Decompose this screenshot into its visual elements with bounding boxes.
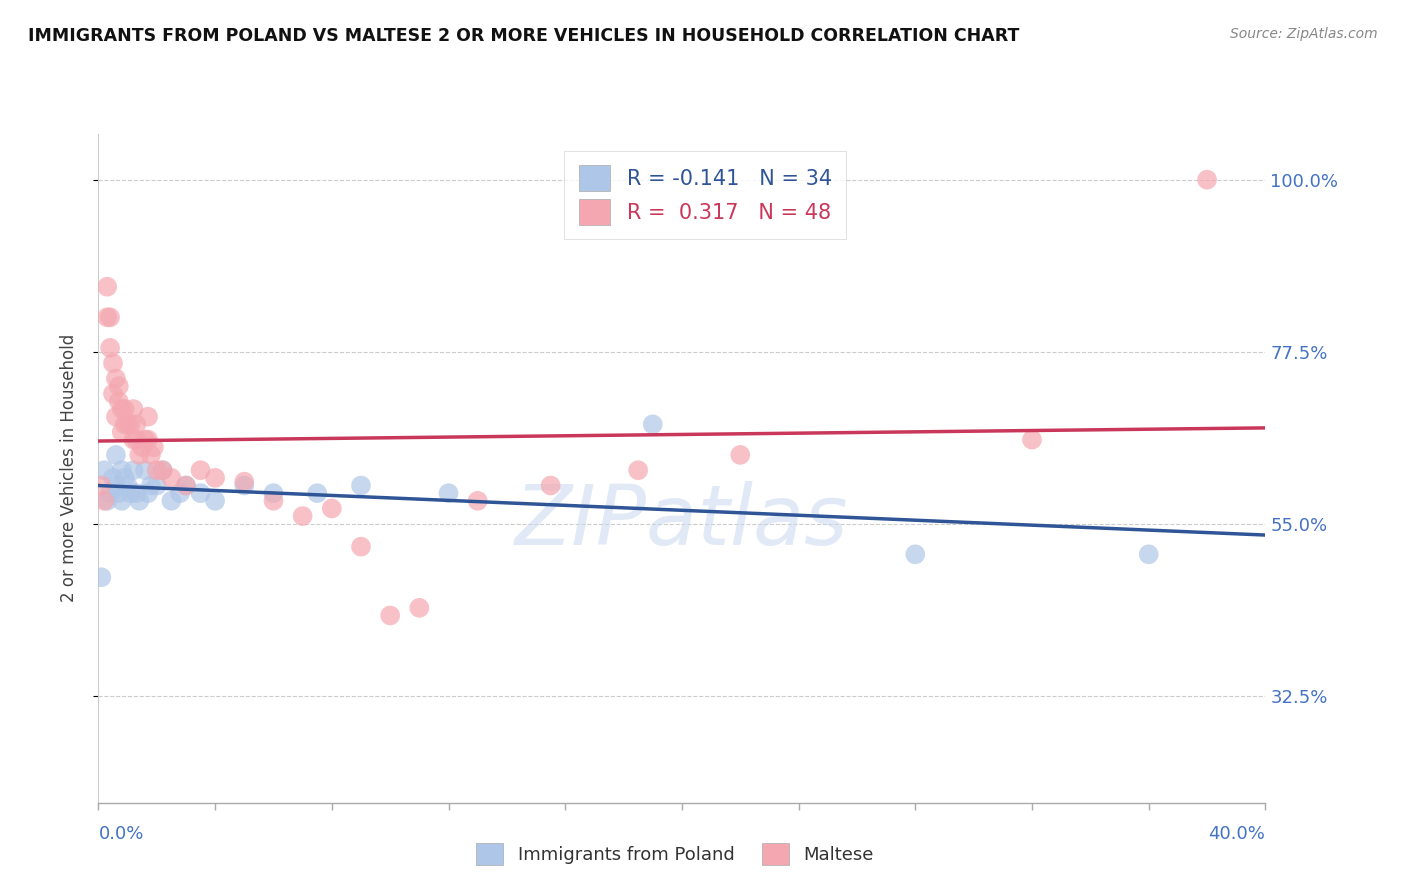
Point <box>122 402 145 417</box>
Point <box>321 501 343 516</box>
Point <box>122 463 145 477</box>
Point <box>904 547 927 561</box>
Point <box>101 356 124 370</box>
Text: Source: ZipAtlas.com: Source: ZipAtlas.com <box>1230 27 1378 41</box>
Point <box>108 379 131 393</box>
Point <box>104 371 127 385</box>
Point <box>128 493 150 508</box>
Point <box>128 448 150 462</box>
Point <box>108 486 131 500</box>
Text: ZIPatlas: ZIPatlas <box>515 482 849 562</box>
Point <box>190 463 212 477</box>
Point <box>96 493 118 508</box>
Point <box>262 493 284 508</box>
Point <box>98 310 121 325</box>
Point <box>291 509 314 524</box>
Point <box>96 279 118 293</box>
Legend: Immigrants from Poland, Maltese: Immigrants from Poland, Maltese <box>467 834 883 874</box>
Point <box>142 440 165 454</box>
Point <box>117 417 139 432</box>
Point <box>136 409 159 424</box>
Point <box>131 440 153 454</box>
Point <box>93 463 115 477</box>
Point <box>437 486 460 500</box>
Legend: R = -0.141   N = 34, R =  0.317   N = 48: R = -0.141 N = 34, R = 0.317 N = 48 <box>564 151 846 239</box>
Point <box>120 417 142 432</box>
Point <box>728 448 751 462</box>
Point <box>114 471 136 485</box>
Point <box>104 478 127 492</box>
Point <box>90 478 112 492</box>
Point <box>350 478 373 492</box>
Point <box>136 486 159 500</box>
Point <box>120 486 142 500</box>
Point <box>111 463 134 477</box>
Point <box>174 478 197 492</box>
Point <box>204 471 226 485</box>
Point <box>627 463 650 477</box>
Text: 40.0%: 40.0% <box>1209 825 1265 843</box>
Point <box>307 486 329 500</box>
Text: IMMIGRANTS FROM POLAND VS MALTESE 2 OR MORE VEHICLES IN HOUSEHOLD CORRELATION CH: IMMIGRANTS FROM POLAND VS MALTESE 2 OR M… <box>28 27 1019 45</box>
Point <box>114 417 136 432</box>
Point <box>467 493 489 508</box>
Point <box>641 417 664 432</box>
Point <box>139 448 162 462</box>
Point <box>1137 547 1160 561</box>
Point <box>350 540 373 554</box>
Point <box>104 448 127 462</box>
Point <box>152 463 174 477</box>
Point <box>169 486 191 500</box>
Point <box>125 486 148 500</box>
Point <box>1021 433 1043 447</box>
Point <box>262 486 284 500</box>
Point <box>111 425 134 439</box>
Point <box>408 600 430 615</box>
Point <box>233 478 256 492</box>
Point <box>378 608 402 623</box>
Point <box>108 394 131 409</box>
Point <box>174 478 197 492</box>
Point <box>190 486 212 500</box>
Point <box>233 475 256 489</box>
Point <box>134 463 156 477</box>
Point <box>101 471 124 485</box>
Point <box>160 471 183 485</box>
Point <box>90 570 112 584</box>
Point <box>204 493 226 508</box>
Y-axis label: 2 or more Vehicles in Household: 2 or more Vehicles in Household <box>59 334 77 602</box>
Point <box>122 433 145 447</box>
Point <box>134 433 156 447</box>
Point <box>101 386 124 401</box>
Point <box>540 478 562 492</box>
Point <box>139 478 162 492</box>
Point <box>125 433 148 447</box>
Point <box>98 486 121 500</box>
Point <box>98 341 121 355</box>
Point <box>96 310 118 325</box>
Point <box>117 478 139 492</box>
Point <box>160 493 183 508</box>
Point <box>146 463 169 477</box>
Point <box>114 402 136 417</box>
Point <box>104 409 127 424</box>
Point <box>111 402 134 417</box>
Point <box>136 433 159 447</box>
Point <box>146 478 169 492</box>
Point <box>93 493 115 508</box>
Text: 0.0%: 0.0% <box>98 825 143 843</box>
Point <box>111 493 134 508</box>
Point <box>1195 172 1218 186</box>
Point <box>152 463 174 477</box>
Point <box>125 417 148 432</box>
